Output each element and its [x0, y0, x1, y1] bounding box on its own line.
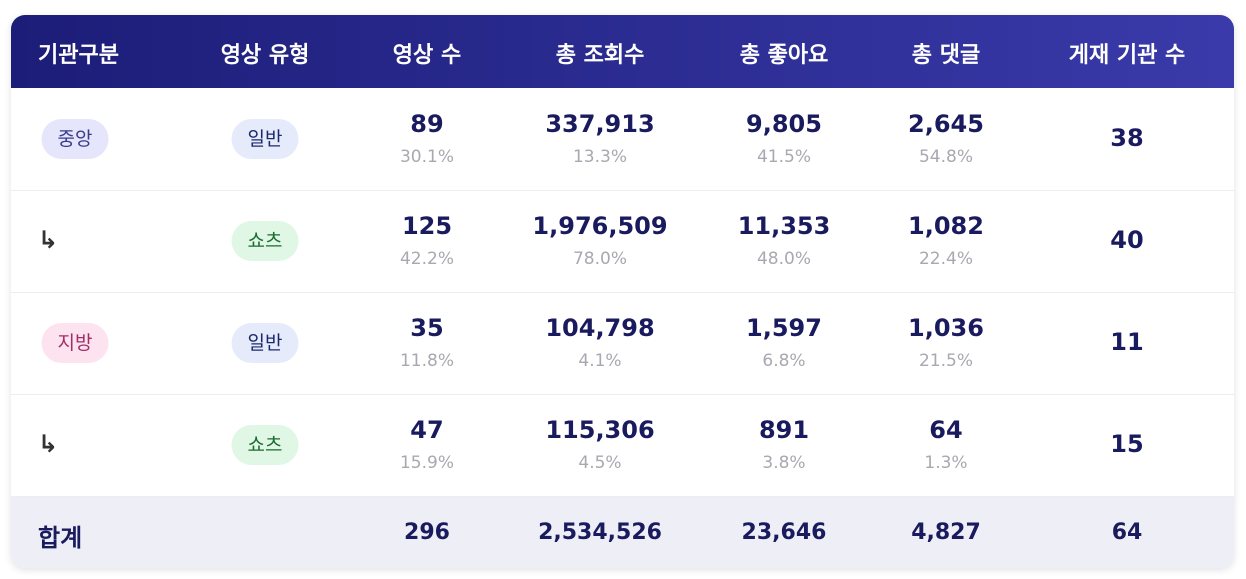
- sub-row-arrow: ↳: [38, 226, 59, 254]
- table-row: 중앙 일반 89 30.1% 337,913 13.3% 9,805 41.5% 2,645 54…: [11, 88, 1234, 191]
- total-value: 2,534,526: [538, 520, 662, 545]
- column-header: 총 좋아요: [739, 43, 829, 68]
- metric-share: 21.5%: [918, 351, 974, 371]
- metric-share: 41.5%: [756, 147, 812, 167]
- agency-count: 40: [1110, 226, 1144, 254]
- agency-count: 38: [1110, 124, 1144, 152]
- org-badge: 중앙: [41, 119, 109, 159]
- metric-count: 64: [929, 416, 963, 444]
- metric-share: 48.0%: [756, 249, 812, 269]
- org-badge: 지방: [41, 323, 109, 363]
- table-header: 기관구분 영상 유형 영상 수 총 조회수 총 좋아요 총 댓글 게재 기관 수: [11, 15, 1234, 88]
- metric-share: 22.4%: [918, 249, 974, 269]
- metric-count: 891: [758, 416, 810, 444]
- agency-count: 11: [1110, 328, 1144, 356]
- metric-count: 9,805: [746, 110, 822, 138]
- metric-count: 1,082: [908, 212, 984, 240]
- agency-count: 15: [1110, 430, 1144, 458]
- metric-count: 115,306: [545, 416, 655, 444]
- sub-row-arrow: ↳: [38, 430, 59, 458]
- metric-count: 104,798: [545, 314, 655, 342]
- metric-share: 3.8%: [762, 453, 806, 473]
- metric-count: 1,036: [908, 314, 984, 342]
- metric-share: 4.5%: [578, 453, 622, 473]
- type-badge: 쇼츠: [231, 425, 299, 465]
- metric-share: 13.3%: [572, 147, 628, 167]
- metric-share: 4.1%: [578, 351, 622, 371]
- metric-count: 1,976,509: [532, 212, 668, 240]
- metric-share: 1.3%: [924, 453, 968, 473]
- metric-count: 1,597: [746, 314, 822, 342]
- metric-share: 11.8%: [399, 351, 455, 371]
- column-header: 영상 수: [392, 43, 462, 68]
- metric-count: 125: [401, 212, 453, 240]
- total-label: 합계: [38, 524, 83, 552]
- total-value: 64: [1111, 520, 1143, 545]
- metric-share: 54.8%: [918, 147, 974, 167]
- column-header: 기관구분: [38, 43, 119, 68]
- metric-count: 2,645: [908, 110, 984, 138]
- type-badge: 일반: [231, 119, 299, 159]
- metric-share: 6.8%: [762, 351, 806, 371]
- table-row: ↳ 쇼츠 47 15.9% 115,306 4.5% 891 3.8% 64 1.3% 15: [11, 394, 1234, 497]
- metric-count: 11,353: [737, 212, 831, 240]
- column-header: 게재 기관 수: [1068, 43, 1186, 68]
- total-value: 296: [404, 520, 450, 545]
- metric-share: 42.2%: [399, 249, 455, 269]
- metric-share: 30.1%: [399, 147, 455, 167]
- metric-count: 47: [410, 416, 444, 444]
- metric-count: 89: [410, 110, 444, 138]
- type-badge: 일반: [231, 323, 299, 363]
- total-value: 4,827: [911, 520, 981, 545]
- total-value: 23,646: [741, 520, 827, 545]
- column-header: 총 댓글: [911, 43, 981, 68]
- metric-count: 337,913: [545, 110, 655, 138]
- table-row: ↳ 쇼츠 125 42.2% 1,976,509 78.0% 11,353 48.0% 1,08…: [11, 190, 1234, 293]
- column-header: 영상 유형: [220, 43, 310, 68]
- metric-share: 15.9%: [399, 453, 455, 473]
- table-card: 기관구분 영상 유형 영상 수 총 조회수 총 좋아요 총 댓글 게재 기관 수 합계 296…: [11, 15, 1234, 568]
- column-header: 총 조회수: [555, 43, 645, 68]
- total-row: 합계 296 2,534,526 23,646 4,827 64: [11, 496, 1234, 568]
- table-row: 지방 일반 35 11.8% 104,798 4.1% 1,597 6.8% 1,036 21.5…: [11, 292, 1234, 395]
- type-badge: 쇼츠: [231, 221, 299, 261]
- metric-share: 78.0%: [572, 249, 628, 269]
- metric-count: 35: [410, 314, 444, 342]
